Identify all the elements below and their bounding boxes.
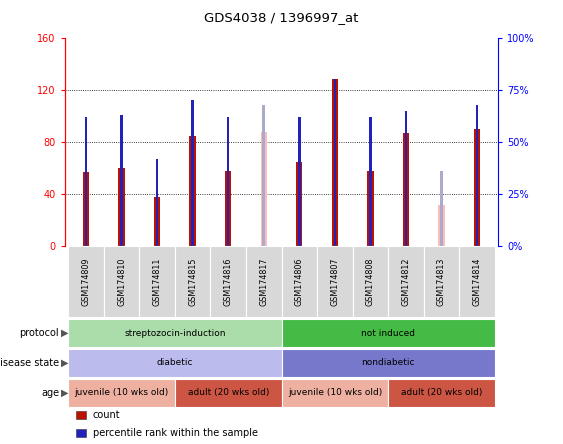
Bar <box>261 132 267 246</box>
Text: GSM174815: GSM174815 <box>188 258 197 306</box>
Text: GSM174806: GSM174806 <box>295 258 304 306</box>
Text: count: count <box>93 410 120 420</box>
Text: not induced: not induced <box>361 329 415 338</box>
Bar <box>440 171 443 246</box>
Bar <box>369 117 372 246</box>
Text: streptozocin-induction: streptozocin-induction <box>124 329 226 338</box>
Text: juvenile (10 wks old): juvenile (10 wks old) <box>288 388 382 397</box>
Text: ▶: ▶ <box>61 388 68 398</box>
Bar <box>405 111 407 246</box>
Bar <box>225 171 231 246</box>
Bar <box>154 197 160 246</box>
Text: GSM174814: GSM174814 <box>472 258 481 306</box>
Bar <box>190 135 196 246</box>
Text: GSM174817: GSM174817 <box>259 258 268 306</box>
Text: GSM174811: GSM174811 <box>153 258 162 306</box>
Text: nondiabetic: nondiabetic <box>361 358 415 368</box>
Bar <box>296 162 302 246</box>
Bar <box>85 117 87 246</box>
Text: GSM174813: GSM174813 <box>437 258 446 306</box>
Bar <box>473 129 480 246</box>
Bar <box>403 133 409 246</box>
Text: GSM174809: GSM174809 <box>82 258 91 306</box>
Text: ▶: ▶ <box>61 328 68 338</box>
Text: juvenile (10 wks old): juvenile (10 wks old) <box>74 388 169 397</box>
Bar <box>438 205 445 246</box>
Text: diabetic: diabetic <box>157 358 193 368</box>
Bar <box>262 104 265 246</box>
Bar <box>476 104 478 246</box>
Text: protocol: protocol <box>20 328 59 338</box>
Text: adult (20 wks old): adult (20 wks old) <box>187 388 269 397</box>
Bar <box>156 159 158 246</box>
Text: GSM174807: GSM174807 <box>330 258 339 306</box>
Text: GSM174812: GSM174812 <box>401 258 410 306</box>
Bar <box>298 117 301 246</box>
Text: disease state: disease state <box>0 358 59 368</box>
Bar <box>118 168 125 246</box>
Bar <box>191 100 194 246</box>
Bar <box>120 115 123 246</box>
Text: GSM174808: GSM174808 <box>366 258 375 306</box>
Bar <box>227 117 230 246</box>
Bar <box>83 172 90 246</box>
Text: GSM174810: GSM174810 <box>117 258 126 306</box>
Bar <box>332 79 338 246</box>
Bar <box>333 79 336 246</box>
Text: GSM174816: GSM174816 <box>224 258 233 306</box>
Text: ▶: ▶ <box>61 358 68 368</box>
Text: age: age <box>41 388 59 398</box>
Text: adult (20 wks old): adult (20 wks old) <box>401 388 482 397</box>
Text: GDS4038 / 1396997_at: GDS4038 / 1396997_at <box>204 11 359 24</box>
Bar <box>367 171 373 246</box>
Text: percentile rank within the sample: percentile rank within the sample <box>93 428 258 438</box>
